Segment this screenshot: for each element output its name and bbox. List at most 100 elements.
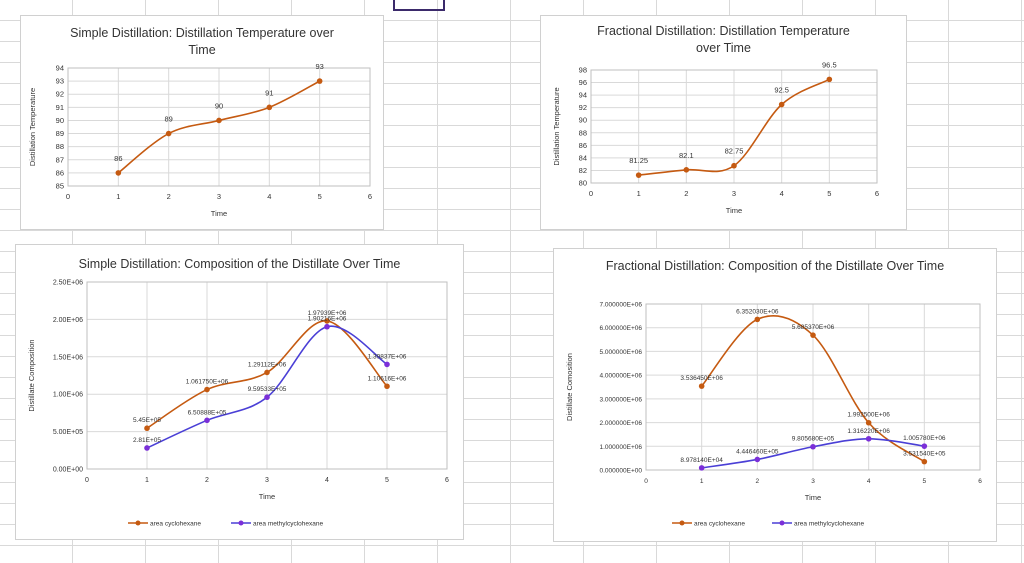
x-tick-label: 4 [267,192,271,201]
y-tick-label: 1.000000E+06 [600,444,643,451]
x-tick-label: 5 [385,477,389,484]
data-point[interactable] [810,443,816,450]
x-tick-label: 6 [978,478,982,485]
chart-title: Simple Distillation: Distillation Temper… [70,26,334,57]
data-label: 2.81E+05 [133,437,161,444]
data-label: 9.59533E+05 [248,386,287,393]
y-tick-label: 86 [56,168,64,177]
data-point[interactable] [264,369,270,376]
data-label: 96.5 [822,60,837,69]
legend-entry: area methylcyclohexane [253,521,323,528]
data-label: 5.685370E+06 [792,324,835,331]
data-point[interactable] [698,465,705,471]
chart-fractional-temperature[interactable]: Fractional Distillation: Distillation Te… [540,15,907,230]
data-point[interactable] [204,417,210,424]
data-point[interactable] [384,361,390,368]
data-point[interactable] [165,130,172,137]
chart-title: Simple Distillation: Composition of the … [78,257,401,271]
y-tick-label: 91 [56,103,64,112]
x-tick-label: 2 [205,477,209,484]
data-point[interactable] [731,162,737,169]
data-label: 1.005780E+06 [903,435,946,442]
data-label: 6.352030E+06 [736,308,779,315]
selected-cell[interactable] [393,0,445,11]
data-label: 89 [164,115,172,124]
data-label: 92.5 [774,86,789,95]
legend-marker [779,520,785,526]
chart-title: Fractional Distillation: Composition of … [605,259,945,273]
data-point[interactable] [754,316,761,323]
y-tick-label: 88 [579,128,587,137]
data-point[interactable] [865,419,872,426]
y-axis-label: Distillate Composition [27,339,36,411]
x-tick-label: 3 [217,192,221,201]
data-point[interactable] [144,445,150,451]
data-point[interactable] [316,78,323,84]
plot-area [645,303,981,471]
y-tick-label: 92 [579,103,587,112]
data-point[interactable] [865,435,872,442]
y-tick-label: 3.000000E+06 [600,396,643,403]
data-point[interactable] [144,425,150,432]
x-tick-label: 2 [684,189,688,198]
y-tick-label: 94 [56,64,64,73]
data-label: 1.10616E+06 [368,375,407,382]
data-point[interactable] [635,172,642,178]
data-point[interactable] [921,458,928,465]
y-tick-label: 4.000000E+06 [600,373,643,380]
data-label: 1.39837E+06 [368,353,407,360]
data-point[interactable] [683,167,690,173]
data-label: 9.805680E+05 [792,436,835,443]
plot-area [590,69,878,184]
x-tick-label: 5 [318,192,322,201]
x-tick-label: 6 [875,189,879,198]
data-point[interactable] [115,170,122,176]
y-axis-label: Distillation Temperature [28,88,37,166]
data-point[interactable] [324,323,330,330]
data-point[interactable] [324,318,330,324]
y-tick-label: 93 [56,77,64,86]
data-label: 1.29112E+06 [248,361,287,368]
y-tick-label: 2.00E+06 [53,317,83,324]
y-tick-label: 92 [56,90,64,99]
y-tick-label: 98 [579,66,587,75]
data-point[interactable] [778,101,785,108]
x-tick-label: 3 [732,189,736,198]
data-label: 90 [215,101,223,110]
data-point[interactable] [384,383,390,390]
data-point[interactable] [266,104,273,111]
y-tick-label: 86 [579,141,587,150]
y-tick-label: 1.50E+06 [53,354,83,361]
chart-svg: 0.000000E+00 1.000000E+06 2.000000E+06 3.00… [565,302,982,528]
x-tick-label: 4 [325,477,329,484]
x-tick-label: 6 [445,477,449,484]
x-tick-label: 4 [780,189,784,198]
data-point[interactable] [810,332,816,338]
data-label: 6.50888E+05 [188,409,227,416]
x-tick-label: 1 [637,189,641,198]
data-point[interactable] [754,456,761,463]
plot-area [86,281,448,470]
data-label: 3.536450E+06 [680,375,723,382]
chart-fractional-composition[interactable]: Fractional Distillation: Composition of … [553,248,997,542]
x-axis-label: Time [726,206,742,215]
data-label: 86 [114,154,122,163]
data-point[interactable] [204,386,210,393]
x-tick-label: 5 [923,478,927,485]
chart-simple-temperature[interactable]: Simple Distillation: Distillation Temper… [20,15,384,230]
chart-svg: 85 86 87 88 89 90 91 92 93 94 0 1 2 3 4 5 6 Time Distillat… [28,62,372,218]
x-tick-label: 1 [116,192,120,201]
data-point[interactable] [264,394,270,401]
legend-marker [135,520,141,526]
data-point[interactable] [216,117,222,124]
x-tick-label: 0 [644,478,648,485]
y-tick-label: 84 [579,153,587,162]
y-tick-label: 7.000000E+06 [600,302,643,309]
data-label: 82.75 [725,147,744,156]
x-tick-label: 5 [827,189,831,198]
data-point[interactable] [921,443,928,449]
y-tick-label: 94 [579,91,587,100]
data-point[interactable] [698,383,705,389]
data-point[interactable] [826,76,833,83]
chart-simple-composition[interactable]: Simple Distillation: Composition of the … [15,244,464,540]
